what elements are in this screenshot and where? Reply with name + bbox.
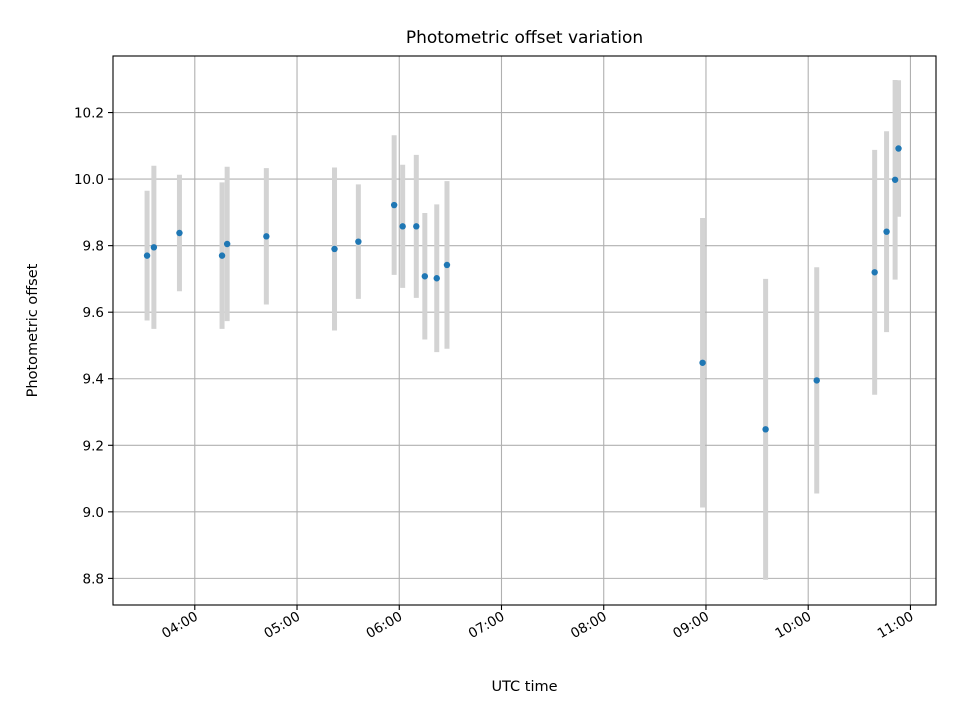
y-tick-label: 10.0 bbox=[74, 172, 104, 188]
data-point bbox=[331, 245, 338, 253]
data-point bbox=[223, 240, 231, 248]
y-tick-label: 9.6 bbox=[83, 305, 104, 321]
data-point bbox=[883, 228, 890, 235]
data-layer bbox=[143, 79, 902, 580]
data-point bbox=[263, 233, 270, 240]
data-point bbox=[433, 275, 440, 282]
y-tick-label: 9.8 bbox=[83, 239, 104, 255]
y-tick-label: 9.2 bbox=[83, 438, 104, 454]
plot-area-frame bbox=[112, 55, 937, 606]
data-point bbox=[871, 269, 878, 276]
data-point bbox=[176, 229, 183, 237]
data-point bbox=[150, 244, 158, 251]
y-tick-label: 9.4 bbox=[83, 372, 104, 388]
x-axis-label: UTC time bbox=[491, 679, 557, 695]
data-point bbox=[143, 252, 151, 259]
data-point bbox=[421, 273, 429, 280]
chart-title: Photometric offset variation bbox=[406, 28, 643, 48]
data-point bbox=[895, 145, 902, 152]
grid-layer bbox=[113, 56, 936, 605]
data-point bbox=[399, 223, 406, 230]
data-point bbox=[355, 238, 362, 245]
data-point bbox=[390, 201, 398, 209]
data-point bbox=[891, 176, 899, 183]
y-tick-label: 8.8 bbox=[83, 571, 104, 587]
y-tick-label: 9.0 bbox=[83, 505, 104, 521]
data-point bbox=[762, 426, 769, 433]
data-point bbox=[218, 252, 226, 259]
data-point bbox=[413, 223, 420, 230]
y-axis-label: Photometric offset bbox=[25, 263, 41, 397]
data-point bbox=[443, 261, 451, 269]
data-point bbox=[699, 359, 706, 366]
y-tick-label: 10.2 bbox=[74, 106, 104, 122]
data-point bbox=[813, 377, 820, 384]
